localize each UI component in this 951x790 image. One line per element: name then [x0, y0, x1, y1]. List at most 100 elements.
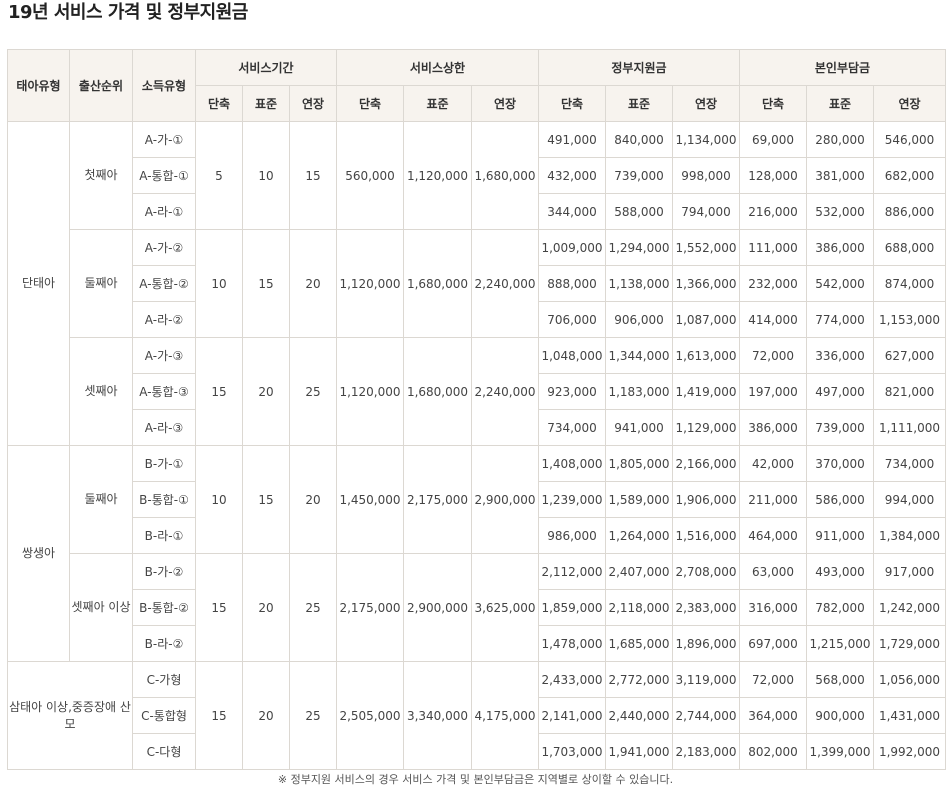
table-row: A-라-③ 734,000 941,000 1,129,000 386,000 739,0…	[8, 409, 946, 446]
table-row: 단태아 첫째아 A-가-① 5 10 15 560,000 1,120,000 1,680,00…	[7, 121, 946, 446]
subheader-extended: 연장	[289, 85, 337, 122]
self-pay-cell: 386,000	[739, 409, 807, 446]
subheader-extended: 연장	[471, 85, 539, 122]
gov-support-cell: 888,000	[538, 265, 606, 302]
limit-cell: 2,175,000	[403, 445, 472, 554]
gov-support-cell: 1,941,000	[605, 733, 673, 770]
self-pay-cell: 493,000	[806, 553, 874, 590]
self-pay-cell: 994,000	[873, 481, 946, 518]
limit-cell: 1,680,000	[403, 337, 472, 446]
limit-cell: 2,240,000	[471, 337, 539, 446]
income-type-cell: C-다형	[132, 733, 196, 770]
gov-support-cell: 2,166,000	[672, 445, 740, 482]
birth-order-cell: 셋째아	[69, 337, 133, 446]
self-pay-cell: 1,729,000	[873, 625, 946, 662]
period-cell: 20	[242, 661, 290, 770]
header-birth-order: 출산순위	[69, 49, 133, 122]
self-pay-cell: 1,384,000	[873, 517, 946, 554]
gov-support-cell: 1,344,000	[605, 337, 673, 374]
self-pay-cell: 697,000	[739, 625, 807, 662]
period-cell: 15	[242, 229, 290, 338]
subheader-short: 단축	[538, 85, 606, 122]
table-row: A-통합-① 432,000 739,000 998,000 128,000 381,00…	[8, 157, 946, 194]
self-pay-cell: 802,000	[739, 733, 807, 770]
period-cell: 15	[195, 661, 243, 770]
gov-support-cell: 1,613,000	[672, 337, 740, 374]
self-pay-cell: 900,000	[806, 697, 874, 734]
self-pay-cell: 1,111,000	[873, 409, 946, 446]
gov-support-cell: 998,000	[672, 157, 740, 194]
period-cell: 15	[195, 553, 243, 662]
table-row: 셋째아 이상 B-가-② 15 20 25 2,175,000 2,900,000 3,625…	[8, 553, 946, 662]
gov-support-cell: 2,183,000	[672, 733, 740, 770]
limit-cell: 3,625,000	[471, 553, 539, 662]
subheader-standard: 표준	[403, 85, 472, 122]
income-type-cell: B-라-①	[132, 517, 196, 554]
limit-cell: 560,000	[336, 121, 404, 230]
gov-support-cell: 1,516,000	[672, 517, 740, 554]
gov-support-cell: 840,000	[605, 121, 673, 158]
gov-support-cell: 2,383,000	[672, 589, 740, 626]
limit-cell: 2,175,000	[336, 553, 404, 662]
self-pay-cell: 886,000	[873, 193, 946, 230]
self-pay-cell: 280,000	[806, 121, 874, 158]
self-pay-cell: 72,000	[739, 661, 807, 698]
period-cell: 10	[242, 121, 290, 230]
self-pay-cell: 532,000	[806, 193, 874, 230]
self-pay-cell: 821,000	[873, 373, 946, 410]
self-pay-cell: 682,000	[873, 157, 946, 194]
table-row: 셋째아 A-가-③ 15 20 25 1,120,000 1,680,000 2,240,00…	[8, 337, 946, 446]
header-service-period: 서비스기간	[195, 49, 337, 86]
header-gov-support: 정부지원금	[538, 49, 740, 86]
gov-support-cell: 2,141,000	[538, 697, 606, 734]
gov-support-cell: 1,087,000	[672, 301, 740, 338]
period-cell: 20	[289, 445, 337, 554]
self-pay-cell: 1,992,000	[873, 733, 946, 770]
income-type-cell: A-가-③	[132, 337, 196, 374]
gov-support-cell: 1,419,000	[672, 373, 740, 410]
income-type-cell: B-가-①	[132, 445, 196, 482]
income-type-cell: B-통합-①	[132, 481, 196, 518]
self-pay-cell: 917,000	[873, 553, 946, 590]
subheader-short: 단축	[739, 85, 807, 122]
income-type-cell: C-가형	[132, 661, 196, 698]
table-row: A-라-② 706,000 906,000 1,087,000 414,000 774,0…	[8, 301, 946, 338]
self-pay-cell: 546,000	[873, 121, 946, 158]
limit-cell: 1,680,000	[471, 121, 539, 230]
gov-support-cell: 1,134,000	[672, 121, 740, 158]
limit-cell: 1,120,000	[336, 337, 404, 446]
birth-type-cell: 단태아	[7, 121, 70, 446]
gov-support-cell: 2,772,000	[605, 661, 673, 698]
subheader-extended: 연장	[873, 85, 946, 122]
gov-support-cell: 794,000	[672, 193, 740, 230]
period-cell: 25	[289, 661, 337, 770]
self-pay-cell: 497,000	[806, 373, 874, 410]
gov-support-cell: 706,000	[538, 301, 606, 338]
period-cell: 15	[195, 337, 243, 446]
gov-support-cell: 906,000	[605, 301, 673, 338]
period-cell: 15	[289, 121, 337, 230]
self-pay-cell: 381,000	[806, 157, 874, 194]
limit-cell: 2,505,000	[336, 661, 404, 770]
gov-support-cell: 1,805,000	[605, 445, 673, 482]
gov-support-cell: 2,708,000	[672, 553, 740, 590]
gov-support-cell: 432,000	[538, 157, 606, 194]
income-type-cell: A-라-①	[132, 193, 196, 230]
self-pay-cell: 1,399,000	[806, 733, 874, 770]
table-row: A-통합-③ 923,000 1,183,000 1,419,000 197,000 49…	[8, 373, 946, 410]
gov-support-cell: 1,239,000	[538, 481, 606, 518]
limit-cell: 2,900,000	[403, 553, 472, 662]
period-cell: 25	[289, 553, 337, 662]
self-pay-cell: 1,056,000	[873, 661, 946, 698]
table-row: 쌍생아 둘째아 B-가-① 10 15 20 1,450,000 2,175,000 2,900…	[7, 445, 946, 662]
income-type-cell: B-가-②	[132, 553, 196, 590]
self-pay-cell: 739,000	[806, 409, 874, 446]
limit-cell: 1,120,000	[336, 229, 404, 338]
self-pay-cell: 69,000	[739, 121, 807, 158]
gov-support-cell: 3,119,000	[672, 661, 740, 698]
period-cell: 20	[242, 337, 290, 446]
self-pay-cell: 568,000	[806, 661, 874, 698]
gov-support-cell: 1,896,000	[672, 625, 740, 662]
subheader-standard: 표준	[605, 85, 673, 122]
self-pay-cell: 464,000	[739, 517, 807, 554]
